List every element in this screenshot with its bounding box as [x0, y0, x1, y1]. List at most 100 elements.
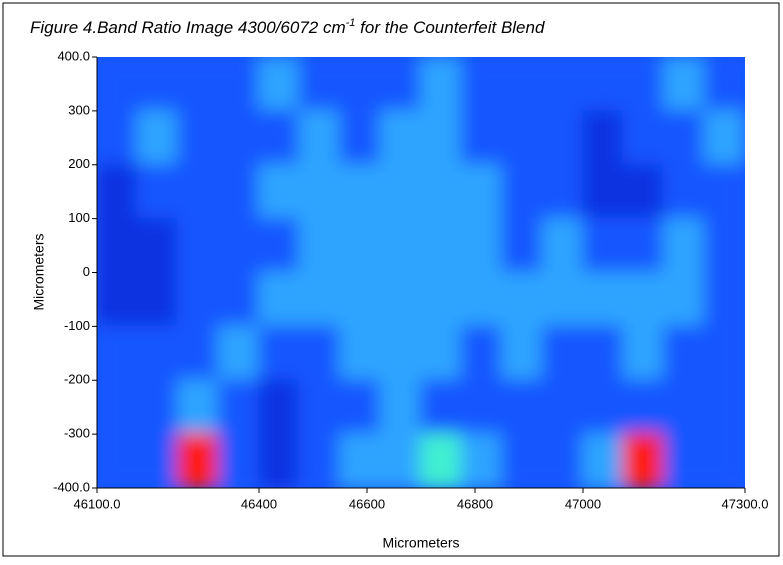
heatmap-cell	[258, 109, 301, 166]
heatmap-cell	[501, 57, 544, 112]
heatmap-cell	[420, 57, 463, 112]
heatmap-cell	[663, 57, 706, 112]
heatmap-cell	[339, 379, 382, 436]
heatmap-cell	[460, 379, 503, 436]
heatmap-cell	[379, 57, 422, 112]
heatmap-cell	[622, 271, 665, 328]
heatmap-cell	[177, 379, 220, 436]
heatmap-cell	[501, 109, 544, 166]
heatmap-cell	[217, 217, 260, 274]
heatmap-cell	[136, 57, 179, 112]
heatmap-cell	[703, 271, 745, 328]
heatmap-cell	[663, 163, 706, 220]
heatmap-cell	[217, 109, 260, 166]
heatmap-cell	[582, 163, 625, 220]
x-tick-label: 47300.0	[722, 496, 769, 511]
heatmap-cell	[339, 57, 382, 112]
heatmap-cell	[501, 217, 544, 274]
plot-area	[97, 57, 745, 488]
heatmap-cell	[339, 163, 382, 220]
heatmap-cell	[339, 271, 382, 328]
heatmap-cell	[663, 109, 706, 166]
heatmap-cell	[582, 433, 625, 488]
heatmap-cell	[582, 57, 625, 112]
heatmap-cell	[97, 57, 139, 112]
heatmap-cell	[217, 433, 260, 488]
x-tick-label: 46800	[457, 496, 493, 511]
heatmap-cell	[379, 433, 422, 488]
y-axis-label: Micrometers	[31, 233, 47, 310]
heatmap-cell	[703, 379, 745, 436]
heatmap-cell	[379, 217, 422, 274]
heatmap-cell	[582, 325, 625, 382]
heatmap-cell	[622, 163, 665, 220]
heatmap-cell	[420, 325, 463, 382]
heatmap-cell	[136, 379, 179, 436]
heatmap-cell	[258, 271, 301, 328]
x-tick-label: 46400	[241, 496, 277, 511]
heatmap-cell	[258, 433, 301, 488]
heatmap-cell	[298, 109, 341, 166]
heatmap-cell	[339, 109, 382, 166]
heatmap-cell	[703, 433, 745, 488]
heatmap-cell	[420, 433, 463, 488]
heatmap-cell	[501, 379, 544, 436]
heatmap-cell	[622, 433, 665, 488]
heatmap-cell	[541, 109, 584, 166]
heatmap-cell	[97, 217, 139, 274]
heatmap-cell	[136, 433, 179, 488]
heatmap-cell	[420, 109, 463, 166]
heatmap-cell	[663, 217, 706, 274]
heatmap-cell	[177, 109, 220, 166]
heatmap-cell	[420, 271, 463, 328]
heatmap-cell	[622, 217, 665, 274]
x-tick-label: 47000	[565, 496, 601, 511]
heatmap-cell	[379, 109, 422, 166]
heatmap	[97, 57, 745, 488]
heatmap-cell	[703, 163, 745, 220]
heatmap-cell	[460, 163, 503, 220]
heatmap-cell	[177, 163, 220, 220]
heatmap-cell	[298, 217, 341, 274]
heatmap-cell	[541, 57, 584, 112]
heatmap-cell	[136, 109, 179, 166]
heatmap-cell	[582, 217, 625, 274]
heatmap-cell	[258, 325, 301, 382]
heatmap-cell	[136, 325, 179, 382]
heatmap-cell	[582, 379, 625, 436]
heatmap-cell	[97, 379, 139, 436]
heatmap-cell	[136, 217, 179, 274]
heatmap-cell	[217, 57, 260, 112]
heatmap-cell	[460, 217, 503, 274]
x-axis-label: Micrometers	[382, 535, 459, 551]
heatmap-cell	[460, 57, 503, 112]
x-tick-label: 46600	[349, 496, 385, 511]
heatmap-cell	[97, 271, 139, 328]
y-tick-label: -300	[64, 426, 90, 441]
heatmap-cell	[703, 109, 745, 166]
heatmap-cell	[622, 379, 665, 436]
heatmap-cell	[298, 57, 341, 112]
heatmap-cell	[622, 57, 665, 112]
heatmap-cell	[460, 325, 503, 382]
heatmap-cell	[177, 271, 220, 328]
y-tick-label: 100	[68, 210, 90, 225]
heatmap-cell	[622, 109, 665, 166]
heatmap-cell	[663, 271, 706, 328]
heatmap-cell	[622, 325, 665, 382]
heatmap-cell	[97, 325, 139, 382]
heatmap-cell	[339, 217, 382, 274]
heatmap-cell	[339, 325, 382, 382]
heatmap-cell	[541, 163, 584, 220]
frame	[2, 2, 780, 557]
heatmap-cell	[379, 163, 422, 220]
heatmap-cell	[582, 109, 625, 166]
heatmap-cell	[177, 325, 220, 382]
heatmap-cell	[501, 325, 544, 382]
y-tick-label: -400.0	[53, 479, 90, 494]
heatmap-cell	[136, 163, 179, 220]
heatmap-cell	[217, 325, 260, 382]
heatmap-cell	[379, 325, 422, 382]
heatmap-cell	[420, 379, 463, 436]
heatmap-cell	[501, 163, 544, 220]
